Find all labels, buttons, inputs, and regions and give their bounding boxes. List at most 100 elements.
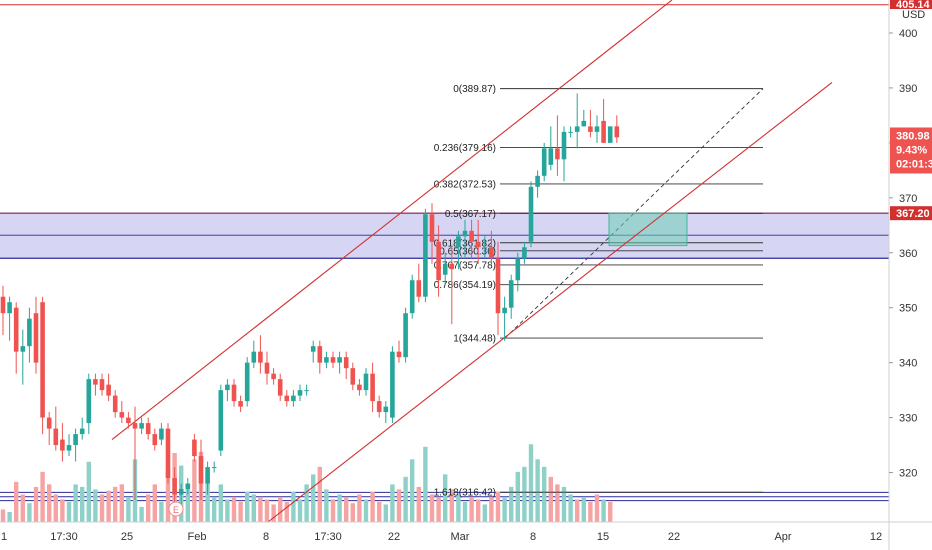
volume-bar — [456, 494, 461, 522]
candle-body — [238, 401, 243, 407]
volume-bar — [495, 491, 501, 522]
candle-body — [20, 346, 26, 352]
candle-body — [264, 362, 270, 374]
candle-body — [350, 368, 356, 385]
fib-level-label: 0.786(354.19) — [434, 280, 496, 291]
earnings-icon — [168, 501, 184, 517]
candle-body — [139, 423, 144, 429]
candle-body — [442, 263, 448, 275]
volume-bar — [139, 506, 144, 522]
candle-body — [7, 302, 12, 314]
candle-body — [363, 373, 369, 391]
volume-bar — [383, 504, 388, 522]
candle-body — [317, 346, 323, 363]
level-tag-367-label: 367.20 — [896, 208, 930, 220]
fib-level-label: 0.5(367.17) — [445, 209, 496, 220]
volume-bar — [443, 474, 448, 522]
volume-bar — [370, 491, 375, 522]
fibonacci-retracement[interactable]: 0(389.87) 0.236(379.16) 0.382(372.53) 0.5(3… — [434, 84, 764, 499]
candle-body — [390, 351, 395, 418]
candle-body — [211, 467, 217, 469]
y-tick-label: 360 — [899, 248, 917, 260]
candle-body — [396, 351, 402, 358]
candle-body — [185, 483, 191, 490]
level-tag-405 — [890, 0, 932, 9]
volume-bar — [542, 466, 547, 522]
currency-label: USD — [902, 9, 925, 21]
candle-body — [86, 379, 92, 424]
volume-bar — [561, 486, 567, 522]
candle-body — [489, 247, 494, 259]
y-tick-label: 350 — [899, 303, 917, 315]
price-tags: 380.98 9.43% 02:01:31 367.20 405.14 — [890, 0, 932, 221]
volume-bar — [212, 496, 217, 522]
volume-bar — [311, 474, 316, 522]
volume-bar — [344, 496, 349, 522]
x-tick-label: 8 — [263, 531, 269, 543]
x-tick-label: Feb — [188, 531, 207, 543]
volume-bar — [66, 501, 72, 522]
candle-body — [528, 186, 534, 242]
candle-body — [482, 247, 488, 249]
trend-channel[interactable] — [111, 0, 833, 523]
x-tick-label: 22 — [668, 531, 680, 543]
candle-body — [429, 214, 435, 242]
volume-bar — [528, 444, 534, 522]
volume-bar — [231, 496, 237, 522]
volume-bar — [482, 504, 487, 522]
candle-body — [297, 390, 303, 396]
volume-bar — [330, 499, 336, 522]
candle-body — [152, 434, 158, 446]
candle-body — [192, 439, 197, 457]
candle-body — [284, 395, 290, 402]
volume-bar — [258, 496, 263, 522]
volume-bar — [291, 491, 296, 522]
volume-bar — [594, 494, 600, 522]
candle-body — [330, 357, 336, 363]
volume-bar — [601, 499, 606, 522]
volume-layer — [0, 444, 613, 522]
volume-bar — [238, 501, 243, 522]
candle-body — [304, 390, 309, 392]
candle-body — [614, 126, 620, 138]
candle-body — [165, 428, 171, 479]
candle-body — [601, 120, 606, 143]
candle-body — [159, 428, 164, 440]
volume-bar — [60, 499, 65, 522]
volume-bar — [317, 466, 322, 522]
fib-level-label: 0.236(379.16) — [434, 143, 496, 154]
x-tick-label: 8 — [530, 531, 536, 543]
candle-body — [541, 148, 547, 176]
volume-bar — [205, 479, 210, 522]
candle-body — [40, 302, 45, 418]
volume-bar — [20, 494, 25, 522]
candle-body — [535, 175, 540, 187]
current-price-tag — [890, 127, 932, 174]
y-tick-label: 390 — [899, 83, 917, 95]
candle-body — [469, 230, 474, 242]
candles-layer — [0, 93, 620, 512]
candle-body — [172, 478, 177, 495]
volume-bar — [165, 469, 171, 522]
volume-bar — [357, 494, 362, 522]
candle-body — [475, 241, 481, 248]
channel-lower-line — [267, 81, 833, 523]
channel-upper-line — [111, 0, 673, 441]
candle-body — [409, 280, 415, 314]
candle-body — [581, 120, 587, 127]
candle-body — [561, 131, 567, 160]
x-tick-label: Mar — [451, 531, 470, 543]
price-change-label: 9.43% — [896, 144, 927, 156]
candle-body — [27, 318, 32, 347]
candle-body — [60, 439, 65, 451]
candle-body — [370, 373, 375, 402]
volume-bar — [218, 484, 223, 522]
volume-bar — [469, 496, 474, 522]
volume-bar — [548, 476, 553, 522]
x-tick-label: 25 — [121, 531, 133, 543]
volume-bar — [588, 501, 593, 522]
candle-body — [588, 126, 593, 132]
current-price-label: 380.98 — [896, 130, 930, 142]
volume-bar — [462, 501, 468, 522]
